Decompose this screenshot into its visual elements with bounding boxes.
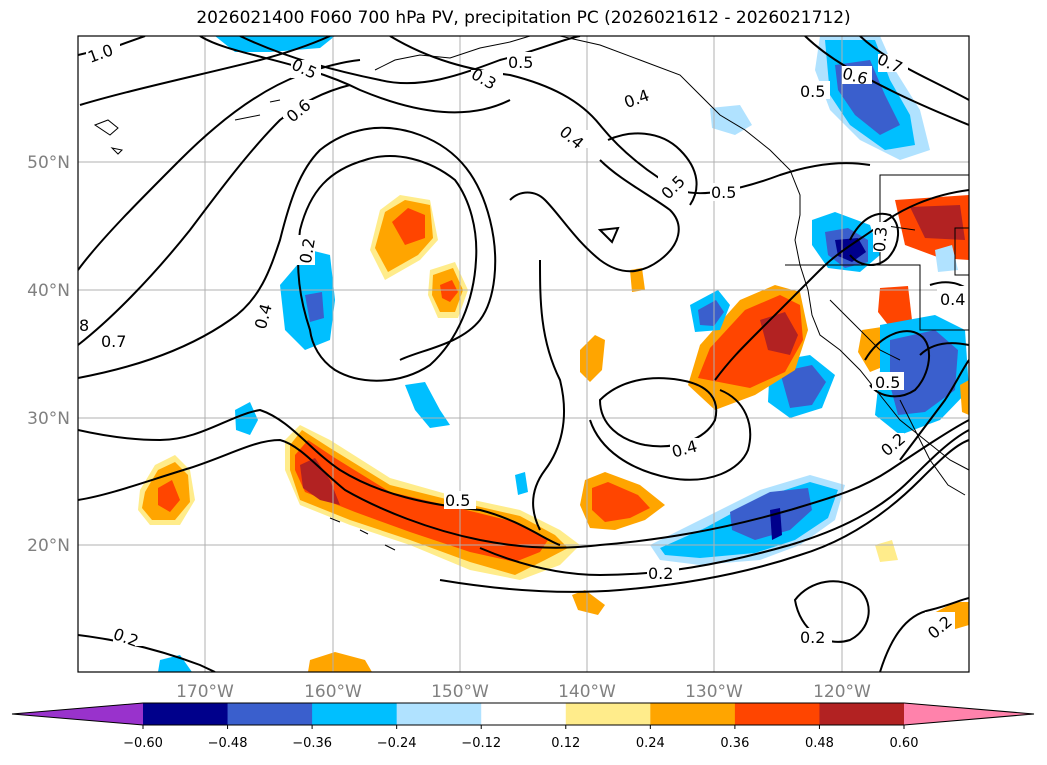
lat-label-50n: 50°N xyxy=(27,153,70,173)
coastline-alaska xyxy=(374,36,531,71)
precip-blob-pos xyxy=(630,268,645,292)
precip-blob-neg xyxy=(515,472,528,495)
colorbar-bin xyxy=(481,703,567,725)
contour-label: 0.5 xyxy=(711,183,736,202)
precip-blob-neg xyxy=(158,655,192,672)
colorbar-tick-label: −0.36 xyxy=(292,736,332,751)
lat-label-40n: 40°N xyxy=(27,281,70,301)
precip-blob-pos xyxy=(935,245,958,272)
state-borders xyxy=(829,227,969,361)
colorbar-tick-label: −0.60 xyxy=(123,736,163,751)
precip-shading xyxy=(138,36,969,672)
colorbar-tick-label: 0.12 xyxy=(551,736,580,751)
lat-label-20n: 20°N xyxy=(27,536,70,556)
lon-label-120w: 120°W xyxy=(813,682,871,702)
precip-blob-neg xyxy=(215,36,335,52)
lon-label-140w: 140°W xyxy=(558,682,616,702)
lon-label-160w: 160°W xyxy=(304,682,362,702)
precip-blob-pos xyxy=(440,280,458,302)
precip-blob-pos xyxy=(910,205,965,240)
contour-label: 0.5 xyxy=(800,82,825,101)
contour-label: 8 xyxy=(79,316,89,335)
contour-label: 0.2 xyxy=(296,237,319,265)
precip-blob-neg xyxy=(305,292,324,322)
contour-label: 0.5 xyxy=(875,373,900,392)
lat-label-30n: 30°N xyxy=(27,409,70,429)
lon-label-170w: 170°W xyxy=(176,682,234,702)
colorbar-tick-label: 0.24 xyxy=(636,736,665,751)
islands-hawaii xyxy=(329,517,396,551)
colorbar-bin xyxy=(819,703,905,725)
colorbar-tick-label: −0.48 xyxy=(208,736,248,751)
precip-blob-pos xyxy=(392,208,425,245)
precip-blob-pos xyxy=(572,590,605,615)
contour-label: 0.2 xyxy=(648,564,673,583)
colorbar-tick-label: −0.12 xyxy=(461,736,501,751)
contour-label: 0.5 xyxy=(508,53,533,72)
precip-blob-neg xyxy=(405,382,450,428)
colorbar-tick-label: 0.48 xyxy=(805,736,834,751)
colorbar-bin xyxy=(312,703,398,725)
precip-blob-pos xyxy=(308,652,372,672)
colorbar-under-arrow xyxy=(12,703,143,725)
lon-label-150w: 150°W xyxy=(431,682,489,702)
map-frame xyxy=(77,35,970,673)
contour-label: 0.4 xyxy=(940,290,965,309)
colorbar-tick-label: −0.24 xyxy=(377,736,417,751)
latitude-labels: 50°N 40°N 30°N 20°N xyxy=(27,153,70,556)
colorbar-tick-label: 0.60 xyxy=(890,736,919,751)
islands-aleutian xyxy=(93,99,281,155)
precip-blob-pos xyxy=(300,458,340,505)
precip-blob-pos xyxy=(580,335,605,382)
precip-blob-neg xyxy=(780,365,826,408)
pv-contours xyxy=(78,36,969,672)
colorbar-bin xyxy=(565,703,651,725)
precip-blob-neg xyxy=(960,380,969,415)
colorbar-tick-label: 0.36 xyxy=(720,736,749,751)
coastlines xyxy=(93,36,969,551)
colorbar-bin xyxy=(734,703,820,725)
longitude-labels: 170°W 160°W 150°W 140°W 130°W 120°W xyxy=(176,682,871,702)
precip-blob-pos xyxy=(878,286,912,330)
precip-blob-neg xyxy=(770,508,782,540)
colorbar-bin xyxy=(227,703,313,725)
contour-label: 0.3 xyxy=(870,226,891,253)
colorbar: −0.60 −0.48 −0.36 −0.24 −0.12 0.12 0.24 0.36 0.4… xyxy=(11,702,1035,751)
colorbar-bin xyxy=(143,703,229,725)
coastline-north-america xyxy=(559,36,969,471)
precip-blob-neg xyxy=(835,238,866,262)
contour-label: 0.7 xyxy=(101,332,126,351)
map-title: 2026021400 F060 700 hPa PV, precipitatio… xyxy=(196,8,851,28)
lon-label-130w: 130°W xyxy=(685,682,743,702)
contour-label: 0.5 xyxy=(445,491,470,510)
colorbar-bin xyxy=(650,703,736,725)
precip-blob-pos xyxy=(760,312,798,355)
contour-label: 0.2 xyxy=(800,628,825,647)
contour-labels: 1.0 0.5 0.6 0.3 0.5 0.4 0.4 0.5 0.5 0.6 … xyxy=(79,40,969,651)
colorbar-over-arrow xyxy=(904,703,1034,725)
precip-blob-pos xyxy=(592,482,650,522)
precip-blob-neg xyxy=(698,300,724,326)
precip-blob-pos xyxy=(158,480,180,512)
colorbar-bin xyxy=(396,703,482,725)
